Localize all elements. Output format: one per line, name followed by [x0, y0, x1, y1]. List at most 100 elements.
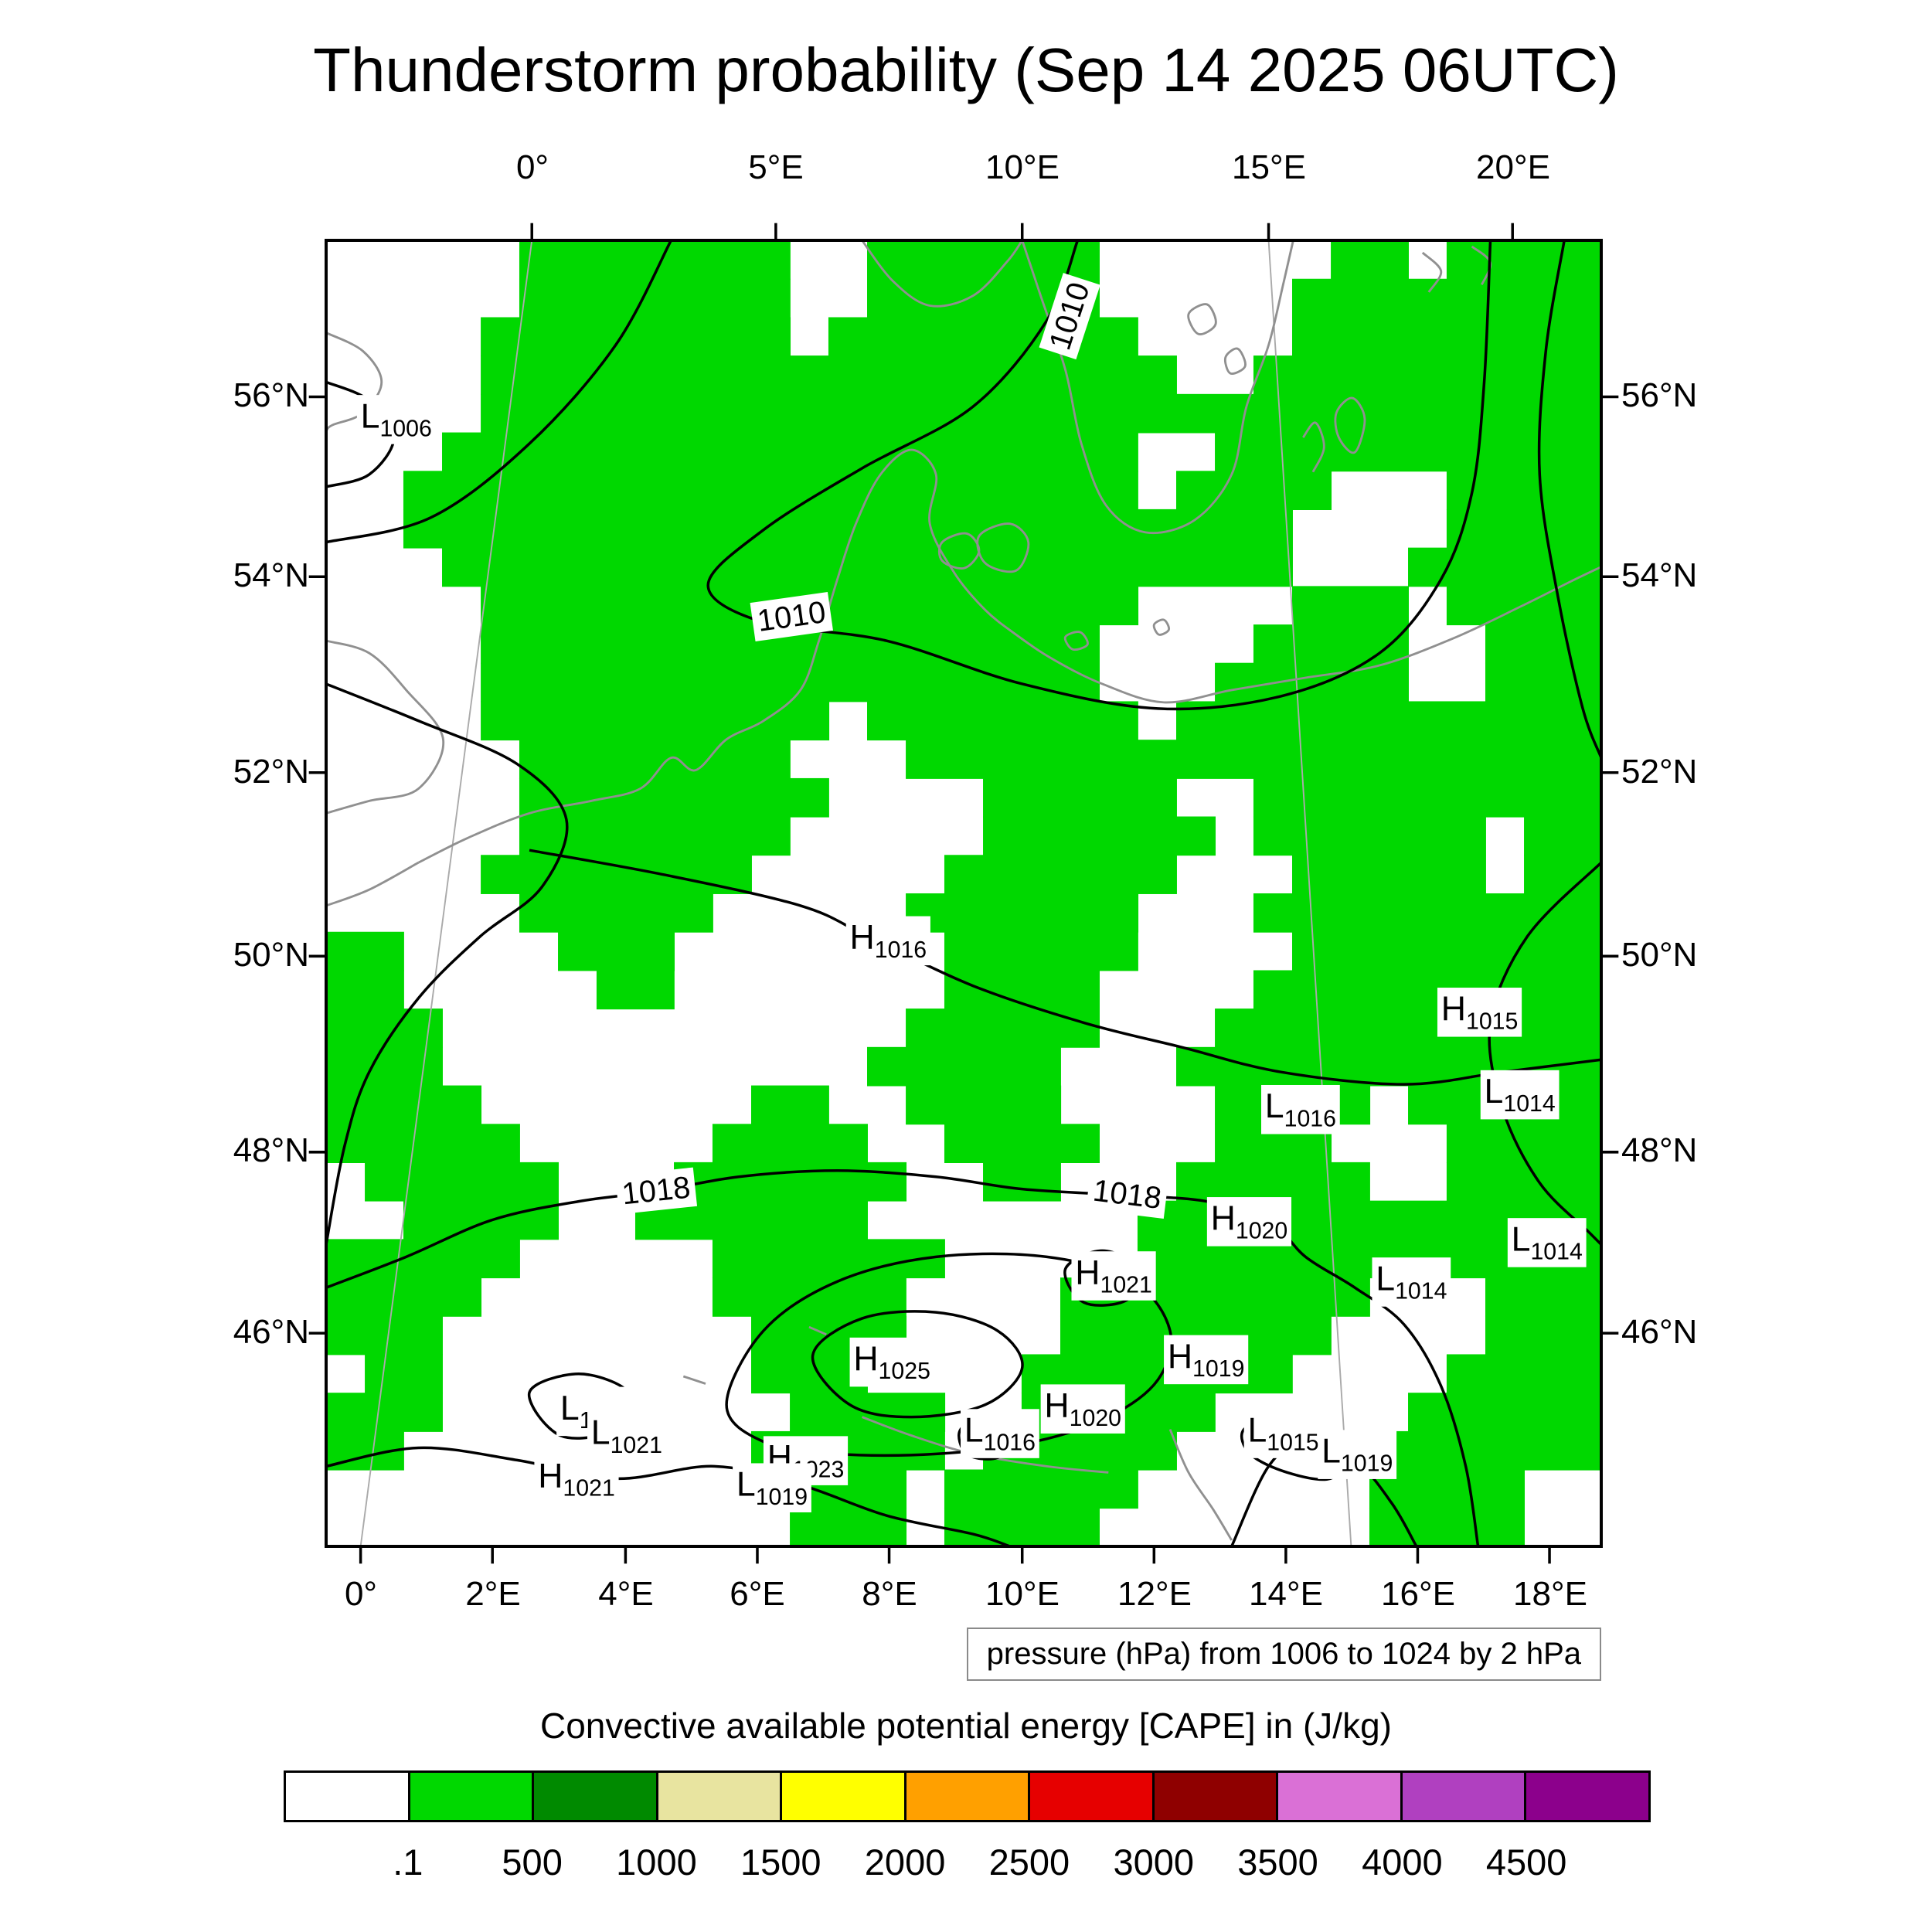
map-graphic	[1485, 662, 1602, 702]
map-graphic	[1164, 1335, 1249, 1385]
map-graphic	[983, 1162, 1061, 1202]
colorbar-tick-label: 4500	[1485, 1842, 1567, 1883]
lon-tick-label-bottom: 12°E	[1117, 1575, 1192, 1613]
map-graphic: H1025	[853, 1340, 930, 1384]
map-graphic	[1369, 1430, 1602, 1471]
map-graphic	[481, 355, 1177, 395]
map-graphic	[1071, 1251, 1156, 1301]
legend-title: Convective available potential energy [C…	[539, 1706, 1392, 1746]
map-graphic: L	[591, 1414, 611, 1452]
map-graphic	[1253, 624, 1409, 664]
map-graphic: 1018	[1091, 1174, 1163, 1216]
map-graphic: L	[1265, 1087, 1284, 1125]
map-graphic	[519, 893, 713, 933]
coastline	[1152, 618, 1171, 636]
lon-tick-label-bottom: 18°E	[1513, 1575, 1587, 1613]
map-graphic: H	[1168, 1338, 1192, 1376]
map-graphic: L	[964, 1411, 984, 1449]
map-graphic	[519, 278, 791, 318]
map-graphic	[1331, 240, 1409, 280]
map-graphic: L1014	[1485, 1073, 1556, 1117]
map-graphic	[867, 240, 1100, 280]
map-graphic	[845, 916, 930, 966]
map-graphic	[1524, 816, 1602, 856]
map-graphic	[983, 777, 1177, 818]
map-graphic: L1016	[1265, 1087, 1336, 1131]
map-graphic: 1019	[756, 1485, 808, 1510]
map-graphic	[849, 1337, 934, 1387]
map-graphic	[1176, 471, 1332, 511]
map-graphic	[558, 931, 675, 971]
map-graphic: 1015	[1267, 1430, 1318, 1456]
map-graphic	[983, 816, 1216, 856]
map-graphic	[1437, 988, 1522, 1037]
map-graphic: H	[1211, 1199, 1236, 1237]
lat-tick-label-left: 56°N	[233, 376, 309, 414]
map-graphic	[1215, 1009, 1602, 1048]
isobar-contour	[706, 240, 1492, 711]
map-graphic: 1016	[875, 937, 927, 963]
map-graphic: L	[736, 1466, 756, 1504]
map-graphic	[356, 395, 436, 444]
map-graphic: H1019	[1168, 1338, 1245, 1382]
map-graphic	[519, 816, 791, 856]
colorbar-cell	[658, 1773, 783, 1820]
colorbar-tick-label: 1000	[616, 1842, 697, 1883]
map-frame	[325, 239, 1603, 1548]
map-graphic	[326, 970, 404, 1010]
lon-tick-label-top: 20°E	[1476, 148, 1550, 186]
map-graphic: 1020	[1070, 1406, 1121, 1431]
map-graphic	[1485, 1277, 1602, 1317]
map-graphic	[481, 855, 752, 894]
map-graphic	[326, 1124, 520, 1164]
map-graphic: L	[1247, 1411, 1267, 1449]
map-graphic	[403, 471, 1138, 511]
map-graphic	[1292, 317, 1602, 357]
pressure-center-label: L1016	[1260, 1084, 1340, 1134]
colorbar-cell	[534, 1773, 658, 1820]
isobar-contour	[811, 1310, 1024, 1419]
map-graphic	[1408, 1393, 1602, 1432]
colorbar-cell	[410, 1773, 535, 1820]
map-graphic	[906, 740, 1602, 779]
lon-tick-label-top: 10°E	[985, 148, 1060, 186]
pressure-center-label: L1006	[356, 395, 436, 444]
map-graphic	[906, 1009, 1100, 1048]
colorbar-tick-label: 2500	[988, 1842, 1070, 1883]
map-graphic: H1021	[538, 1457, 615, 1501]
colorbar-tick-label: .1	[393, 1842, 423, 1883]
map-graphic	[1480, 1070, 1560, 1120]
map-graphic	[442, 547, 1293, 587]
map-graphic	[326, 1277, 482, 1317]
map-graphic	[1485, 1315, 1602, 1355]
map-graphic: 1016	[1284, 1106, 1336, 1131]
colorbar-tick-label: 3000	[1113, 1842, 1194, 1883]
map-graphic	[1253, 777, 1602, 818]
coastline	[1302, 421, 1325, 473]
pressure-center-label: H1021	[1071, 1251, 1156, 1301]
map-graphic	[1485, 624, 1602, 664]
map-graphic	[442, 432, 1138, 472]
map-graphic	[790, 1508, 907, 1547]
map-graphic: H1021	[1075, 1253, 1152, 1298]
pressure-center-label: L1014	[1507, 1218, 1587, 1267]
lat-tick-label-left: 46°N	[233, 1313, 309, 1351]
pressure-center-label: L1019	[1318, 1430, 1397, 1479]
pressure-center-label: L1015	[1243, 1409, 1323, 1458]
map-graphic	[1446, 1162, 1602, 1202]
isobar-contour	[325, 240, 672, 544]
colorbar-tick-label: 1500	[740, 1842, 821, 1883]
coastline	[861, 240, 1023, 308]
map-graphic: L1019	[1321, 1433, 1393, 1477]
map-graphic	[1039, 273, 1100, 360]
map-graphic: 1019	[1192, 1356, 1244, 1382]
coastline	[1063, 631, 1089, 651]
map-graphic: 1016	[984, 1430, 1036, 1456]
graticule-line	[359, 240, 533, 1547]
map-graphic: H	[1075, 1253, 1100, 1291]
pressure-center-label: H1015	[1437, 988, 1522, 1037]
map-graphic	[365, 1162, 559, 1202]
lat-tick-label-left: 52°N	[233, 753, 309, 791]
map-graphic	[481, 662, 1100, 702]
graticule-line	[1267, 240, 1352, 1547]
